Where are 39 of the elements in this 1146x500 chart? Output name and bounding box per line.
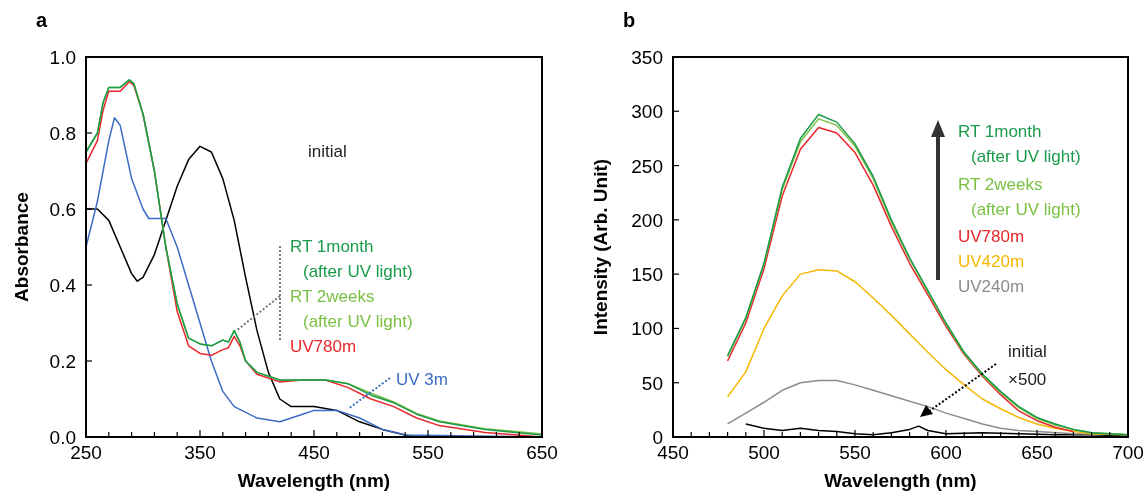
x-tick-label: 650	[1021, 442, 1053, 463]
x-axis-title: Wavelength (nm)	[824, 470, 977, 491]
y-tick-label: 150	[631, 264, 663, 286]
y-tick-label: 200	[631, 209, 663, 231]
x-tick-label: 700	[1112, 442, 1144, 463]
y-tick-label: 50	[641, 372, 663, 394]
x-axis-title: Wavelength (nm)	[237, 470, 391, 491]
text: RT 2weeks (after UV light)	[958, 175, 1081, 219]
x-tick-label: 500	[748, 442, 780, 463]
x-tick-label: 600	[930, 442, 962, 463]
y-axis-title: Absorbance	[11, 192, 32, 302]
x-tick-label: 550	[839, 442, 871, 463]
text: UV420m	[958, 252, 1025, 271]
text: UV240m	[958, 277, 1025, 296]
text: RT 1month (after UV light)	[290, 237, 413, 281]
x-tick-label: 550	[412, 442, 444, 463]
series-label: UV780m	[290, 337, 357, 356]
text: initial	[308, 142, 347, 161]
y-tick-label: 0.4	[49, 275, 77, 296]
y-axis-title: Intensity (Arb. Unit)	[590, 158, 611, 336]
y-tick-label: 1.0	[49, 47, 76, 68]
y-tick-label: 300	[631, 101, 663, 123]
y-tick-label: 0.6	[49, 199, 76, 220]
text: RT 2weeks (after UV light)	[290, 287, 413, 331]
y-tick-label: 350	[631, 47, 663, 68]
y-tick-label: 250	[631, 155, 663, 177]
y-tick-label: 0	[652, 427, 663, 448]
text: initial ×500	[1008, 342, 1047, 389]
chart-title: a	[36, 9, 48, 31]
text: UV780m	[958, 227, 1025, 246]
y-tick-label: 100	[631, 318, 663, 340]
text: UV 3m	[396, 370, 448, 389]
text: RT 1month (after UV light)	[958, 122, 1081, 166]
y-tick-label: 0.2	[49, 351, 76, 372]
y-tick-label: 0.8	[49, 123, 76, 144]
x-tick-label: 650	[526, 442, 558, 463]
x-tick-label: 450	[298, 442, 330, 463]
chart-title: b	[623, 9, 636, 31]
x-tick-label: 350	[184, 442, 216, 463]
